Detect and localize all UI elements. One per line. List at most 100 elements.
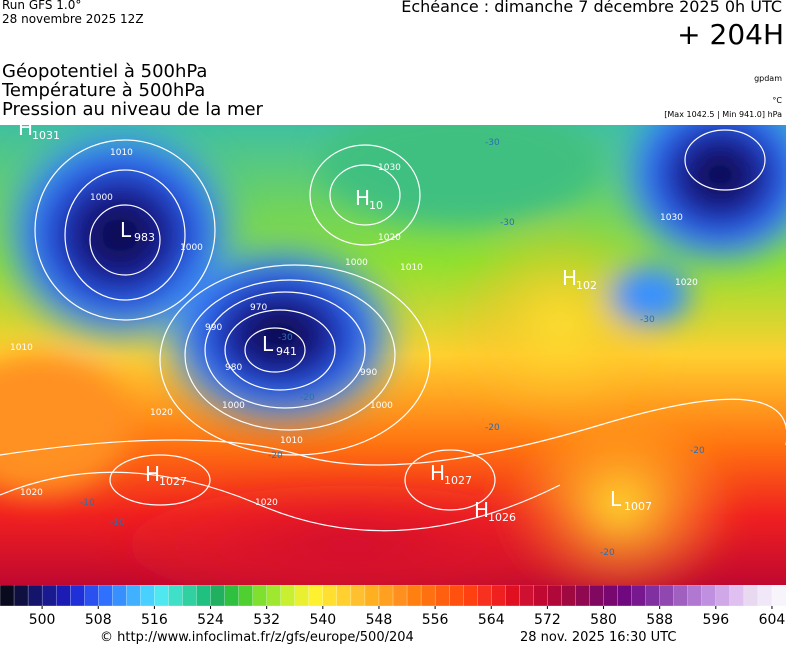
colorbar-swatch (757, 585, 773, 607)
colorbar-swatch (659, 585, 675, 607)
colorbar-tick-label: 556 (422, 612, 449, 628)
colorbar-swatch (631, 585, 647, 607)
colorbar-tick-label: 604 (759, 612, 786, 628)
colorbar: 500 508 516 524 532 540 548 556 564 572 580 588 596 6… (0, 585, 786, 628)
center-letter: H (355, 186, 370, 210)
temperature-label: -30 (278, 333, 293, 343)
colorbar-swatch (308, 585, 324, 607)
colorbar-swatch (463, 585, 478, 607)
isobar-label: 970 (250, 303, 267, 313)
center-letter: H (562, 266, 577, 290)
colorbar-swatch (70, 585, 85, 607)
center-letter: H (145, 462, 160, 486)
colorbar-swatch (41, 585, 57, 607)
isobar-label: 1000 (222, 401, 245, 411)
isobar-label: 1010 (400, 263, 423, 273)
center-value: 983 (134, 231, 155, 244)
isobar-label: 1010 (110, 148, 133, 158)
isobar-label: 1030 (660, 213, 683, 223)
temperature-label: -30 (640, 315, 655, 325)
temperature-label: -20 (300, 393, 315, 403)
colorbar-swatch (547, 585, 563, 607)
colorbar-tick-label: 548 (366, 612, 393, 628)
isobar-label: 1000 (90, 193, 113, 203)
colorbar-swatch (266, 585, 282, 607)
colorbar-swatch (84, 585, 99, 607)
colorbar-swatch (645, 585, 661, 607)
center-value: 10 (369, 199, 383, 212)
run-date: 28 novembre 2025 12Z (2, 12, 144, 26)
colorbar-swatch (252, 585, 268, 607)
center-letter: L (610, 487, 622, 511)
center-letter: H (18, 125, 33, 140)
center-value: 1027 (444, 474, 472, 487)
colorbar-swatch (0, 585, 15, 607)
run: Run GFS 1.0° (2, 0, 82, 12)
colorbar-swatch (561, 585, 577, 607)
colorbar-swatch (687, 585, 703, 607)
colorbar-swatch (126, 585, 142, 607)
temperature-label: -20 (600, 548, 615, 558)
isobar-label: 980 (225, 363, 242, 373)
colorbar-swatch (154, 585, 170, 607)
isobars (0, 129, 786, 532)
isobar-label: 990 (205, 323, 222, 333)
colorbar-swatch (743, 585, 759, 607)
colorbar-swatch (392, 585, 408, 607)
colorbar-swatch (505, 585, 520, 607)
extremes: [Max 1042.5 | Min 941.0] hPa (664, 110, 782, 119)
center-value: 941 (276, 345, 297, 358)
field-2: Température à 500hPa (2, 80, 206, 101)
isobar-label: 1010 (10, 343, 33, 353)
colorbar-tick-label: 580 (590, 612, 617, 628)
colorbar-swatch (519, 585, 535, 607)
colorbar-tick-label: 532 (253, 612, 280, 628)
temperature-label: -10 (80, 498, 95, 508)
colorbar-swatch (210, 585, 226, 607)
colorbar-swatch (196, 585, 212, 607)
isobar-label: 1030 (378, 163, 401, 173)
isobar-label: 1020 (378, 233, 401, 243)
colorbar-swatch (112, 585, 127, 607)
colorbar-tick-label: 588 (646, 612, 673, 628)
colorbar-swatch (715, 585, 731, 607)
center-value: 1026 (488, 511, 516, 524)
unit-celsius: °C (772, 96, 782, 105)
colorbar-swatch (224, 585, 240, 607)
colorbar-tick-label: 572 (534, 612, 561, 628)
colorbar-swatch (98, 585, 113, 607)
center-value: 1007 (624, 500, 652, 513)
temperature-label: -20 (690, 446, 705, 456)
colorbar-tick-label: 524 (197, 612, 224, 628)
colorbar-swatch (280, 585, 296, 607)
isobar-label: 1010 (280, 436, 303, 446)
isobar-label: 990 (360, 368, 377, 378)
source: © http://www.infoclimat.fr/z/gfs/europe/… (100, 630, 414, 645)
center-value: 1027 (159, 475, 187, 488)
temperature-field (0, 125, 786, 585)
colorbar-swatch (603, 585, 619, 607)
colorbar-swatch (491, 585, 506, 607)
colorbar-swatch (434, 585, 450, 607)
center-value: 102 (576, 279, 597, 292)
isobar-label: 1020 (20, 488, 43, 498)
generated: 28 nov. 2025 16:30 UTC (520, 630, 677, 645)
colorbar-swatch (477, 585, 492, 607)
colorbar-swatch (140, 585, 156, 607)
colorbar-tick-label: 516 (141, 612, 168, 628)
colorbar-swatch (27, 585, 43, 607)
colorbar-tick-label: 508 (85, 612, 112, 628)
temperature-label: -30 (485, 138, 500, 148)
colorbar-swatch (168, 585, 184, 607)
colorbar-swatch (673, 585, 689, 607)
colorbar-swatch (771, 585, 786, 607)
isobar-label: 1020 (675, 278, 698, 288)
temperature-label: -20 (268, 451, 283, 461)
temperature-label: -30 (500, 218, 515, 228)
colorbar-swatch (533, 585, 549, 607)
colorbar-swatch (378, 585, 394, 607)
temperature-label: -10 (110, 518, 125, 528)
colorbar-swatch (575, 585, 591, 607)
colorbar-swatch (420, 585, 436, 607)
